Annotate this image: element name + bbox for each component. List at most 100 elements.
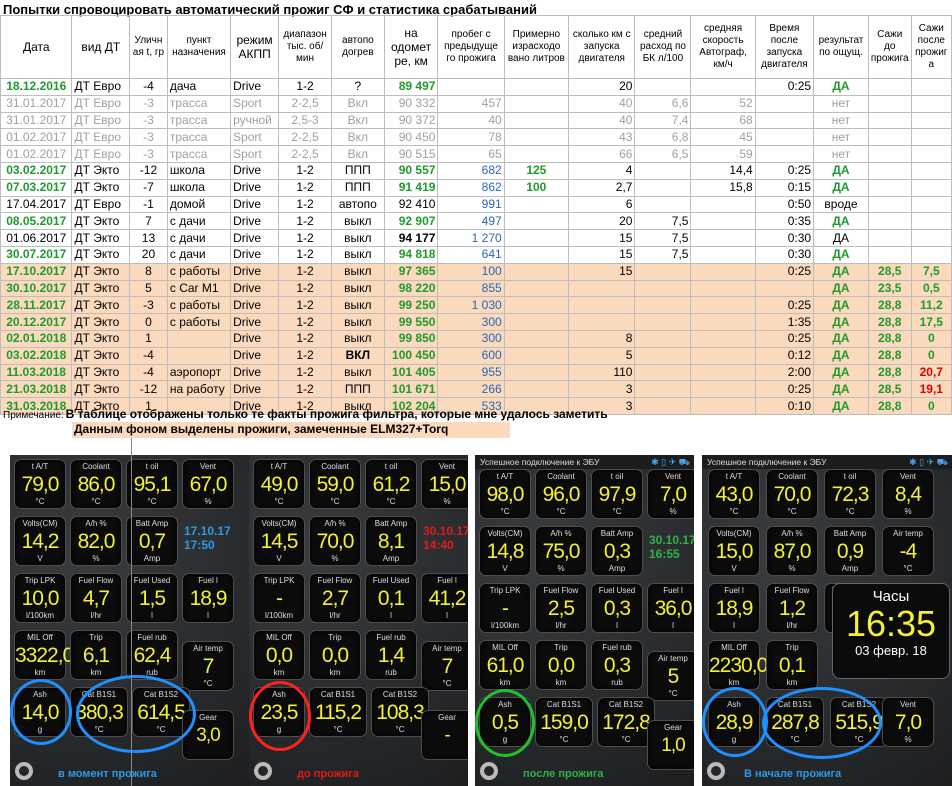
table-cell[interactable] (503, 128, 570, 147)
table-cell[interactable] (503, 279, 570, 298)
gauge-a-h-[interactable]: A/h % 87,0% (766, 526, 818, 576)
table-cell[interactable]: 92 410 (383, 195, 439, 214)
table-cell[interactable]: 40 (437, 111, 505, 130)
table-cell[interactable]: 862 (437, 178, 505, 197)
table-cell[interactable]: ДТ Экто (71, 279, 131, 298)
table-cell[interactable]: 2,7 (567, 178, 636, 197)
gauge-vent[interactable]: Vent 8,4% (882, 469, 934, 519)
table-cell[interactable]: 99 550 (383, 313, 439, 331)
table-cell[interactable] (634, 346, 692, 365)
table-cell[interactable] (910, 245, 952, 264)
table-cell[interactable]: 90 372 (383, 111, 439, 130)
table-cell[interactable]: 20 (129, 245, 168, 264)
table-cell[interactable] (690, 195, 756, 214)
table-cell[interactable]: ДА (813, 262, 869, 281)
gauge-fuel-flow[interactable]: Fuel Flow 2,7 l/hr (309, 573, 361, 623)
table-cell[interactable]: 0:25 (754, 161, 815, 180)
gauge-volts-cm-[interactable]: Volts(CM) 14,2 V (14, 516, 66, 566)
table-cell[interactable]: 6,5 (634, 145, 692, 163)
table-cell[interactable] (690, 296, 756, 315)
table-cell[interactable]: 43 (567, 128, 636, 147)
table-cell[interactable]: 15 (567, 245, 636, 264)
gauge-t-a-t[interactable]: t A/T 49,0 °C (253, 459, 305, 509)
table-cell[interactable]: ДТ Евро (71, 195, 131, 214)
table-cell[interactable]: 101 671 (383, 380, 439, 399)
table-cell[interactable] (634, 296, 692, 315)
table-cell[interactable] (503, 111, 570, 130)
table-cell[interactable] (754, 128, 815, 147)
table-cell[interactable]: Drive (230, 397, 280, 415)
gauge-t-oil[interactable]: t oil 61,2 °C (365, 459, 417, 509)
table-cell[interactable] (690, 346, 756, 365)
table-cell[interactable]: 641 (437, 245, 505, 264)
gauge-a-h-[interactable]: A/h % 70,0% (309, 516, 361, 566)
table-cell[interactable]: 91 419 (383, 178, 439, 197)
table-cell[interactable]: 18.12.2016 (0, 78, 73, 96)
table-cell[interactable]: 0:12 (754, 346, 815, 365)
table-cell[interactable]: -4 (129, 78, 168, 96)
table-cell[interactable]: Drive (230, 296, 280, 315)
gauge-fuel-flow[interactable]: Fuel Flow 4,7 l/hr (70, 573, 122, 623)
table-cell[interactable] (867, 212, 912, 231)
table-cell[interactable]: 01.02.2017 (0, 145, 73, 163)
table-cell[interactable]: -12 (129, 161, 168, 180)
table-cell[interactable]: 02.01.2018 (0, 329, 73, 348)
settings-gear-icon[interactable] (254, 762, 272, 780)
table-cell[interactable]: ДТ Экто (71, 161, 131, 180)
table-cell[interactable]: ДТ Экто (71, 245, 131, 264)
table-cell[interactable]: выкл (331, 279, 385, 298)
table-cell[interactable]: Drive (230, 78, 280, 96)
table-cell[interactable]: 31.01.2017 (0, 94, 73, 113)
table-cell[interactable]: 20,7 (910, 363, 952, 382)
table-cell[interactable]: нет (813, 145, 869, 163)
table-cell[interactable] (634, 178, 692, 197)
table-cell[interactable] (754, 94, 815, 113)
table-cell[interactable] (690, 279, 756, 298)
table-cell[interactable]: 955 (437, 363, 505, 382)
table-cell[interactable]: 92 907 (383, 212, 439, 231)
table-cell[interactable]: 125 (503, 161, 570, 180)
gauge-fuel-used[interactable]: Fuel Used 0,3 l (591, 583, 643, 633)
table-cell[interactable] (634, 279, 692, 298)
table-cell[interactable]: Drive (230, 279, 280, 298)
table-cell[interactable]: ППП (331, 161, 385, 180)
table-cell[interactable]: 1-2 (278, 279, 332, 298)
table-cell[interactable]: Вкл (331, 94, 385, 113)
table-cell[interactable]: -12 (129, 380, 168, 399)
table-cell[interactable]: 0,5 (910, 279, 952, 298)
gauge-vent[interactable]: Vent 67,0% (182, 459, 234, 509)
table-cell[interactable]: 15 (567, 262, 636, 281)
table-cell[interactable]: 99 850 (383, 329, 439, 348)
table-cell[interactable]: 98 220 (383, 279, 439, 298)
table-cell[interactable]: 300 (437, 313, 505, 331)
table-cell[interactable]: 6,8 (634, 128, 692, 147)
table-cell[interactable]: выкл (331, 363, 385, 382)
table-cell[interactable]: 457 (437, 94, 505, 113)
table-cell[interactable]: ДТ Экто (71, 212, 131, 231)
gauge-coolant[interactable]: Coolant 70,0 °C (766, 469, 818, 519)
table-cell[interactable]: 7,5 (634, 245, 692, 264)
table-cell[interactable]: ? (331, 78, 385, 96)
table-cell[interactable]: 28,5 (867, 380, 912, 399)
table-cell[interactable]: выкл (331, 329, 385, 348)
table-cell[interactable]: -3 (129, 296, 168, 315)
table-cell[interactable]: 17,5 (910, 313, 952, 331)
gauge-cat-b1s1[interactable]: Cat B1S1 115,2 °C (309, 687, 367, 737)
table-cell[interactable]: 94 177 (383, 229, 439, 247)
table-cell[interactable] (634, 195, 692, 214)
table-cell[interactable]: ДТ Евро (71, 94, 131, 113)
table-cell[interactable] (910, 195, 952, 214)
table-cell[interactable]: 2:00 (754, 363, 815, 382)
table-cell[interactable]: с работы (166, 262, 232, 281)
table-cell[interactable]: 0:10 (754, 397, 815, 415)
table-cell[interactable]: Drive (230, 178, 280, 197)
table-cell[interactable]: ДТ Экто (71, 262, 131, 281)
table-cell[interactable]: 1-2 (278, 178, 332, 197)
table-cell[interactable]: 40 (567, 111, 636, 130)
table-cell[interactable]: 28,8 (867, 296, 912, 315)
table-cell[interactable]: 0 (910, 329, 952, 348)
gauge-mil-off[interactable]: MIL Off 3322,0 km (14, 630, 74, 680)
table-cell[interactable]: 0:25 (754, 296, 815, 315)
table-cell[interactable]: ДА (813, 296, 869, 315)
table-cell[interactable]: 1-2 (278, 78, 332, 96)
